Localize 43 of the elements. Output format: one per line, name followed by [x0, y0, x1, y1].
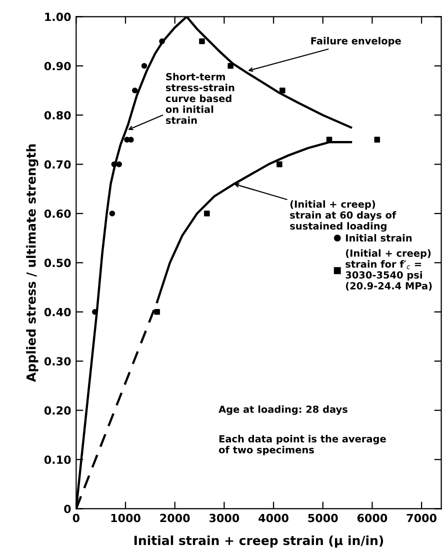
point: [109, 210, 116, 216]
annotation: Each data point is the average of two specimens: [218, 434, 386, 456]
point: [111, 161, 118, 168]
y-tick-label: 0.10: [44, 456, 71, 464]
x-tick-label: 6000: [357, 514, 388, 522]
x-tick-label: 3000: [209, 514, 240, 522]
x-tick-label: 7000: [406, 514, 436, 522]
point: [276, 161, 282, 168]
legend-label: Initial strain: [346, 234, 412, 242]
y-axis-title: Applied stress / ultimate strength: [26, 144, 38, 382]
x-tick-label: 0: [72, 514, 80, 522]
y-tick-label: 0.40: [44, 308, 71, 316]
point: [128, 136, 134, 143]
point: [228, 62, 234, 69]
y-tick-label: 0.20: [44, 406, 71, 415]
x-tick-label: 4000: [258, 514, 288, 522]
x-axis-title: Initial strain + creep strain (μ in/in): [134, 535, 384, 548]
annotation: Age at loading: 28 days: [218, 405, 348, 415]
point: [159, 38, 165, 44]
y-tick-label: 0.80: [44, 111, 71, 120]
x-tick-label: 5000: [308, 514, 338, 522]
point: [132, 88, 138, 94]
y-tick-label: 0.30: [44, 357, 71, 366]
y-tick-label: 0: [64, 504, 71, 514]
legend-label: (Initial + creep) strain for f′$_{c}$ = 3030-3540 psi (20.9-24.4 MPa): [346, 249, 432, 291]
annotation: Failure envelope: [311, 36, 401, 46]
y-tick-label: 0.60: [44, 209, 71, 218]
x-tick-label: 2000: [160, 514, 190, 522]
y-tick-label: 1.00: [45, 12, 71, 22]
y-tick-label: 0.90: [44, 62, 71, 70]
x-tick-label: 1000: [111, 514, 140, 522]
point: [199, 38, 205, 44]
annotation: Short-term stress-strain curve based on initial strain: [166, 72, 234, 124]
point: [154, 309, 160, 315]
y-tick-label: 0.70: [44, 160, 71, 169]
point: [204, 210, 210, 216]
point: [280, 88, 286, 94]
point: [374, 136, 380, 143]
point: [141, 62, 148, 69]
point: [116, 161, 122, 168]
y-tick-label: 0.50: [44, 258, 71, 268]
annotation: (Initial + creep) strain at 60 days of sustained loading: [290, 200, 396, 232]
point: [92, 309, 98, 315]
